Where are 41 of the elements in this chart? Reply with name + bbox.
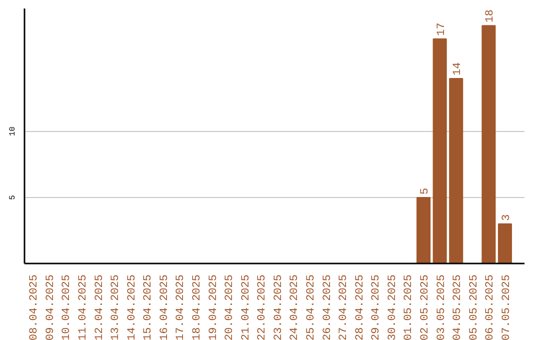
bar bbox=[432, 38, 447, 264]
x-tick-label: 29.04.2025 bbox=[370, 274, 383, 340]
x-tick-label: 03.05.2025 bbox=[436, 274, 448, 340]
x-tick-label: 14.04.2025 bbox=[126, 274, 138, 340]
bar bbox=[482, 25, 496, 264]
x-tick-label: 30.04.2025 bbox=[386, 274, 399, 340]
data-label: 3 bbox=[500, 214, 513, 221]
bar bbox=[416, 196, 431, 264]
bar bbox=[449, 78, 464, 264]
data-label: 18 bbox=[484, 9, 497, 23]
x-tick-label: 17.04.2025 bbox=[175, 274, 188, 340]
x-tick-label: 25.04.2025 bbox=[306, 274, 318, 340]
x-tick-label: 02.05.2025 bbox=[420, 274, 432, 340]
x-tick-label: 08.04.2025 bbox=[28, 274, 41, 340]
x-tick-label: 15.04.2025 bbox=[142, 274, 155, 340]
data-label: 5 bbox=[420, 188, 432, 194]
y-tick-label: 10 bbox=[8, 126, 18, 136]
data-label: 17 bbox=[436, 22, 448, 36]
data-label: 14 bbox=[452, 62, 464, 76]
x-tick-label: 01.05.2025 bbox=[403, 274, 416, 340]
x-tick-label: 21.04.2025 bbox=[240, 274, 252, 340]
x-tick-label: 22.04.2025 bbox=[256, 274, 269, 340]
x-tick-label: 28.04.2025 bbox=[354, 274, 366, 340]
x-tick-label: 26.04.2025 bbox=[322, 274, 334, 340]
x-tick-label: 16.04.2025 bbox=[158, 274, 171, 340]
x-tick-label: 19.04.2025 bbox=[208, 274, 220, 340]
x-tick-label: 23.04.2025 bbox=[272, 274, 285, 340]
x-tick-label: 07.05.2025 bbox=[500, 274, 513, 340]
x-tick-label: 05.05.2025 bbox=[468, 274, 480, 340]
x-tick-label: 13.04.2025 bbox=[110, 274, 122, 340]
x-tick-label: 20.04.2025 bbox=[224, 274, 236, 340]
x-tick-label: 04.05.2025 bbox=[452, 274, 464, 340]
bar bbox=[498, 223, 512, 264]
x-tick-label: 11.04.2025 bbox=[78, 274, 90, 340]
x-tick-label: 18.04.2025 bbox=[192, 274, 204, 340]
x-tick-label: 06.05.2025 bbox=[484, 274, 497, 340]
x-tick-label: 09.04.2025 bbox=[44, 274, 57, 340]
x-tick-label: 10.04.2025 bbox=[61, 274, 74, 340]
x-tick-label: 27.04.2025 bbox=[338, 274, 350, 340]
x-tick-label: 12.04.2025 bbox=[94, 274, 106, 340]
x-tick-label: 24.04.2025 bbox=[289, 274, 302, 340]
